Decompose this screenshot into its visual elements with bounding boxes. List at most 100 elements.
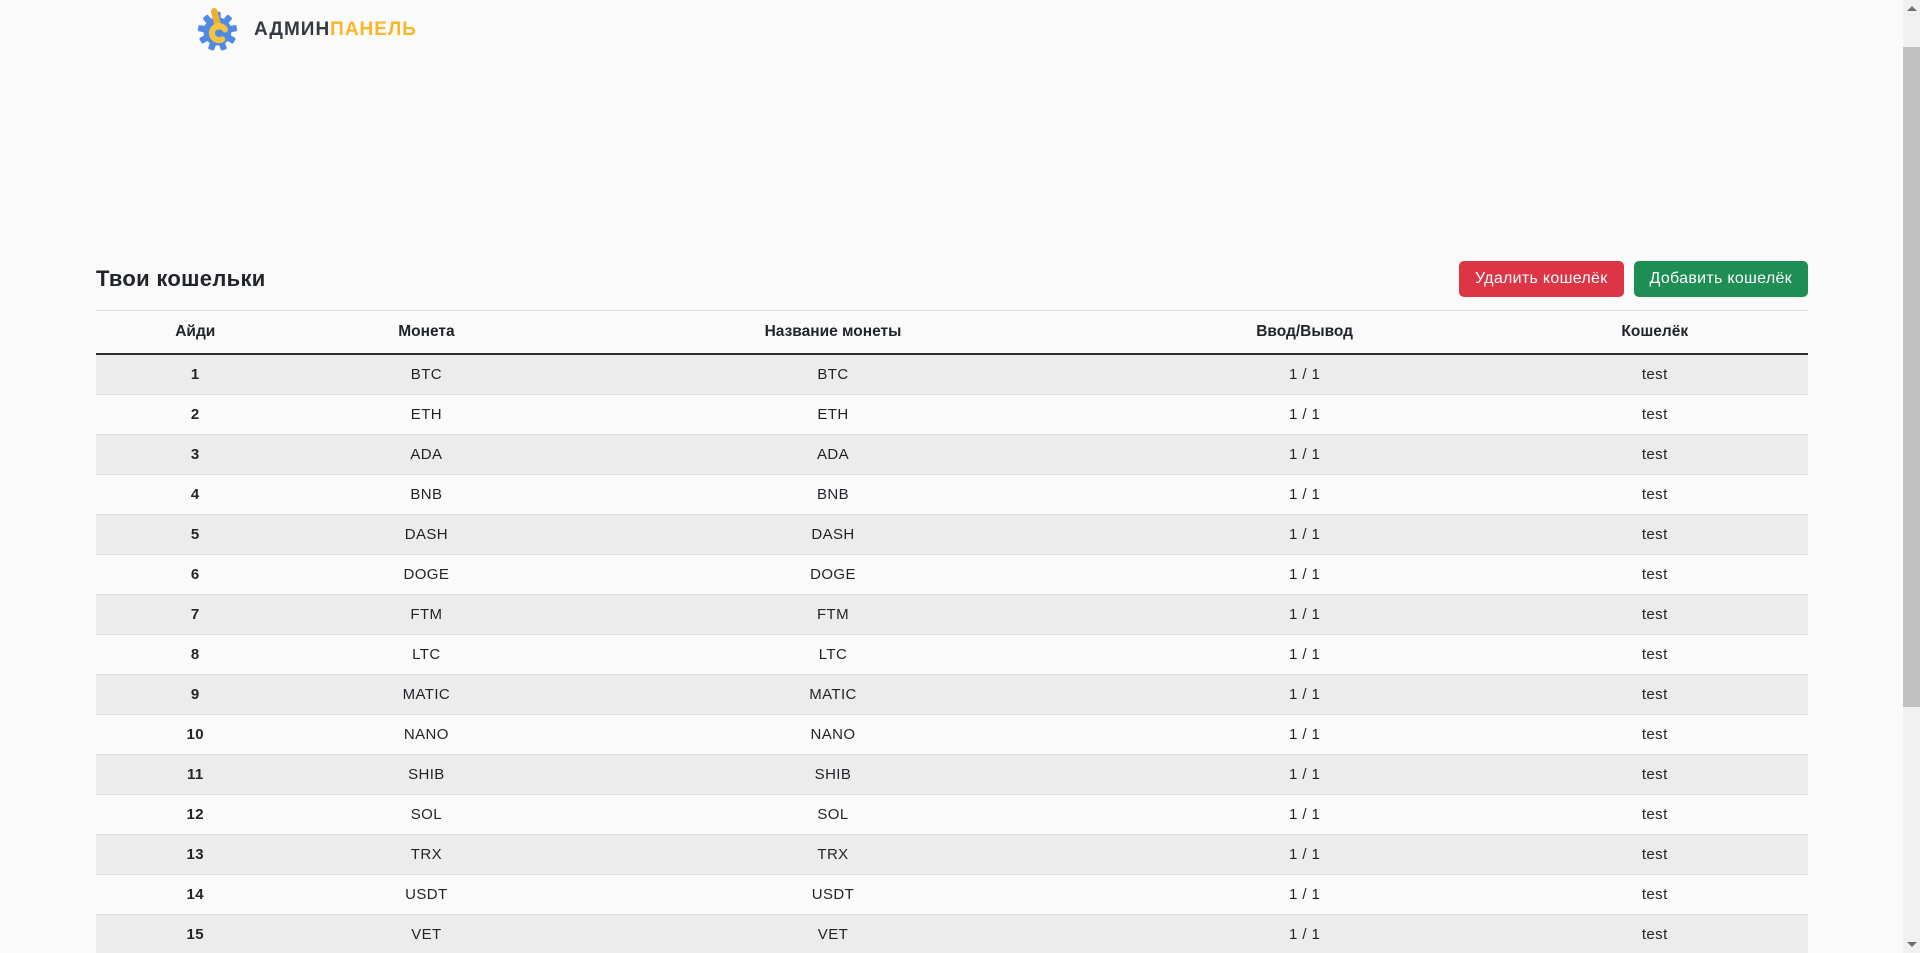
table-row: 7 FTM FTM 1 / 1 test bbox=[96, 594, 1808, 634]
cell-in-out: 1 / 1 bbox=[1289, 685, 1321, 703]
table-row: 15 VET VET 1 / 1 test bbox=[96, 914, 1808, 953]
table-row: 11 SHIB SHIB 1 / 1 test bbox=[96, 754, 1808, 794]
cell-coin-name: SHIB bbox=[814, 765, 852, 783]
table-row: 10 NANO NANO 1 / 1 test bbox=[96, 714, 1808, 754]
cell-coin: SOL bbox=[410, 805, 442, 823]
page-title: Твои кошельки bbox=[96, 266, 266, 291]
cell-wallet: test bbox=[1641, 485, 1668, 503]
column-header-in-out: Ввод/Вывод bbox=[1107, 310, 1502, 355]
cell-in-out: 1 / 1 bbox=[1289, 405, 1321, 423]
column-header-coin: Монета bbox=[294, 310, 559, 355]
cell-id: 1 bbox=[190, 365, 200, 383]
cell-coin: USDT bbox=[405, 885, 448, 903]
table-row: 9 MATIC MATIC 1 / 1 test bbox=[96, 674, 1808, 714]
cell-id: 13 bbox=[186, 845, 205, 863]
column-header-wallet: Кошелёк bbox=[1501, 310, 1808, 355]
table-row: 5 DASH DASH 1 / 1 test bbox=[96, 514, 1808, 554]
cell-coin: DASH bbox=[404, 525, 449, 543]
cell-coin: BTC bbox=[410, 365, 442, 383]
cell-coin-name: ETH bbox=[817, 405, 849, 423]
table-row: 4 BNB BNB 1 / 1 test bbox=[96, 474, 1808, 514]
cell-id: 7 bbox=[190, 605, 200, 623]
cell-id: 15 bbox=[186, 925, 205, 943]
cell-coin-name: VET bbox=[817, 925, 849, 943]
cell-coin-name: BNB bbox=[816, 485, 850, 503]
vertical-scrollbar[interactable] bbox=[1903, 0, 1920, 953]
cell-coin-name: BTC bbox=[817, 365, 849, 383]
cell-id: 8 bbox=[190, 645, 200, 663]
cell-in-out: 1 / 1 bbox=[1289, 485, 1321, 503]
cell-wallet: test bbox=[1641, 845, 1668, 863]
table-row: 3 ADA ADA 1 / 1 test bbox=[96, 434, 1808, 474]
column-header-id: Айди bbox=[96, 310, 295, 355]
cell-id: 12 bbox=[186, 805, 205, 823]
table-row: 1 BTC BTC 1 / 1 test bbox=[96, 354, 1808, 394]
scrollbar-thumb[interactable] bbox=[1903, 47, 1920, 707]
cell-coin-name: TRX bbox=[817, 845, 849, 863]
cell-in-out: 1 / 1 bbox=[1289, 725, 1321, 743]
cell-in-out: 1 / 1 bbox=[1289, 645, 1321, 663]
cell-coin: SHIB bbox=[408, 765, 445, 783]
toolbar: Твои кошельки Удалить кошелёк Добавить к… bbox=[96, 261, 1808, 297]
cell-wallet: test bbox=[1641, 605, 1668, 623]
cell-in-out: 1 / 1 bbox=[1289, 925, 1321, 943]
cell-in-out: 1 / 1 bbox=[1289, 885, 1321, 903]
cell-coin-name: DOGE bbox=[810, 565, 856, 583]
cell-coin: DOGE bbox=[403, 565, 450, 583]
wallet-actions: Удалить кошелёк Добавить кошелёк bbox=[1458, 261, 1808, 297]
cell-id: 5 bbox=[190, 525, 200, 543]
brand-title: АДМИНПАНЕЛЬ bbox=[254, 19, 417, 41]
cell-id: 9 bbox=[190, 685, 200, 703]
cell-coin: FTM bbox=[410, 605, 443, 623]
table-row: 8 LTC LTC 1 / 1 test bbox=[96, 634, 1808, 674]
cell-wallet: test bbox=[1641, 885, 1668, 903]
scroll-down-arrow[interactable] bbox=[1903, 936, 1920, 953]
cell-wallet: test bbox=[1641, 365, 1668, 383]
cell-coin: ETH bbox=[410, 405, 442, 423]
cell-in-out: 1 / 1 bbox=[1289, 365, 1321, 383]
cell-wallet: test bbox=[1641, 725, 1668, 743]
add-wallet-button[interactable]: Добавить кошелёк bbox=[1633, 261, 1808, 297]
cell-id: 11 bbox=[186, 765, 204, 783]
table-row: 2 ETH ETH 1 / 1 test bbox=[96, 394, 1808, 434]
gear-wrench-icon bbox=[196, 8, 239, 51]
cell-coin-name: ADA bbox=[816, 445, 850, 463]
cell-coin-name: SOL bbox=[817, 805, 849, 823]
cell-coin: NANO bbox=[403, 725, 449, 743]
cell-coin-name: USDT bbox=[811, 885, 855, 903]
cell-id: 4 bbox=[190, 485, 200, 503]
cell-coin: LTC bbox=[412, 645, 441, 663]
cell-wallet: test bbox=[1641, 405, 1668, 423]
cell-coin-name: NANO bbox=[810, 725, 856, 743]
cell-wallet: test bbox=[1641, 925, 1668, 943]
cell-wallet: test bbox=[1641, 445, 1668, 463]
cell-in-out: 1 / 1 bbox=[1289, 805, 1321, 823]
brand-title-accent: ПАНЕЛЬ bbox=[330, 18, 417, 40]
cell-coin-name: DASH bbox=[811, 525, 855, 543]
cell-in-out: 1 / 1 bbox=[1289, 605, 1321, 623]
scroll-up-arrow[interactable] bbox=[1903, 0, 1920, 17]
cell-coin-name: MATIC bbox=[809, 685, 857, 703]
cell-wallet: test bbox=[1641, 765, 1668, 783]
cell-id: 3 bbox=[190, 445, 200, 463]
delete-wallet-button[interactable]: Удалить кошелёк bbox=[1458, 261, 1624, 297]
cell-id: 14 bbox=[186, 885, 205, 903]
cell-coin: VET bbox=[411, 925, 442, 943]
table-row: 12 SOL SOL 1 / 1 test bbox=[96, 794, 1808, 834]
cell-wallet: test bbox=[1641, 685, 1668, 703]
cell-in-out: 1 / 1 bbox=[1289, 765, 1321, 783]
brand-title-dark: АДМИН bbox=[254, 18, 331, 40]
table-row: 14 USDT USDT 1 / 1 test bbox=[96, 874, 1808, 914]
cell-id: 6 bbox=[190, 565, 200, 583]
cell-id: 2 bbox=[190, 405, 200, 423]
cell-coin-name: FTM bbox=[816, 605, 849, 623]
cell-coin: MATIC bbox=[402, 685, 451, 703]
wallets-table: Айди Монета Название монеты Ввод/Вывод К… bbox=[96, 310, 1808, 953]
brand-link[interactable]: АДМИНПАНЕЛЬ bbox=[196, 8, 417, 51]
table-body: 1 BTC BTC 1 / 1 test 2 ETH ETH 1 / 1 tes… bbox=[96, 354, 1808, 953]
cell-coin-name: LTC bbox=[818, 645, 848, 663]
cell-in-out: 1 / 1 bbox=[1289, 845, 1321, 863]
column-header-coin-name: Название монеты bbox=[558, 310, 1108, 355]
cell-in-out: 1 / 1 bbox=[1289, 525, 1321, 543]
table-row: 13 TRX TRX 1 / 1 test bbox=[96, 834, 1808, 874]
